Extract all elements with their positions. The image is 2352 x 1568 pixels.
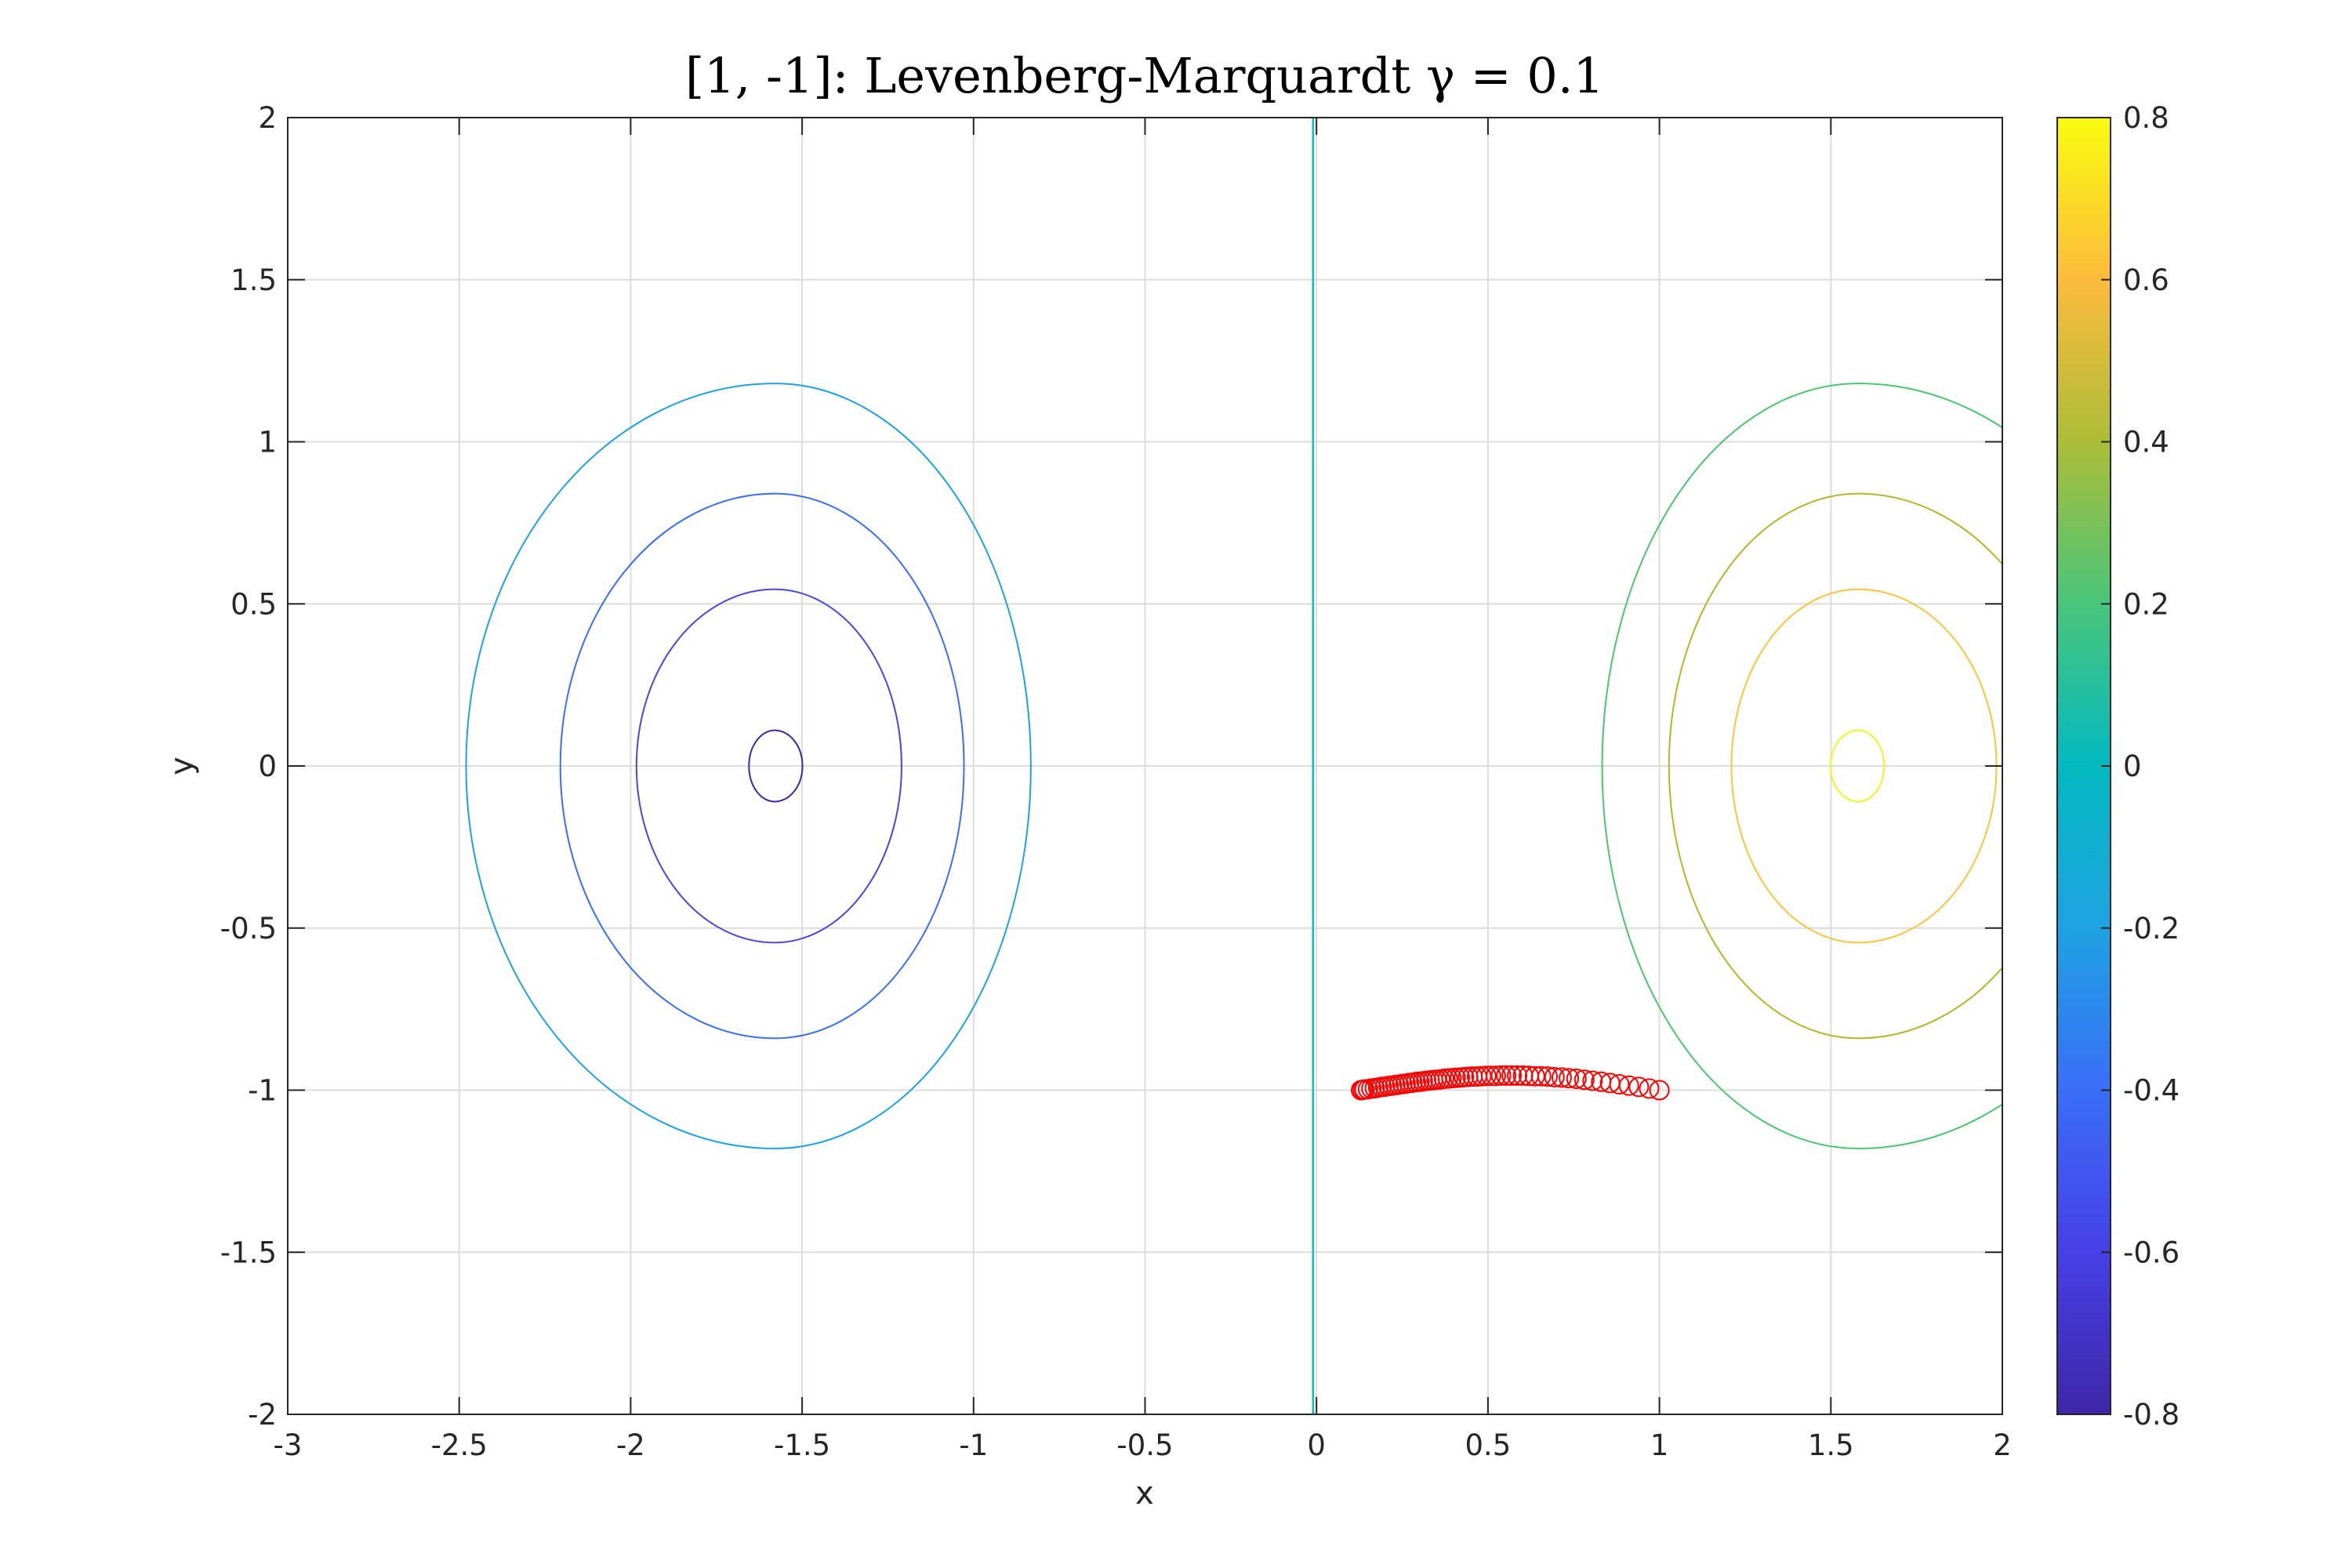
trajectory-point: [1599, 1073, 1621, 1094]
y-tick-label: 0: [258, 750, 277, 783]
contour-level-neg0_4: [559, 492, 965, 1040]
x-tick-label: 1.5: [1808, 1428, 1854, 1462]
contour-level-neg0_8: [748, 729, 804, 803]
trajectory-point: [1582, 1070, 1603, 1091]
y-tick-label: -1.5: [220, 1236, 277, 1269]
axis-ticks: [287, 117, 2003, 1415]
contour-level-neg0_6: [635, 588, 902, 944]
colorbar: -0.8 -0.6 -0.4 -0.2 0 0.2 0.4 0.6 0.8: [2056, 101, 2180, 1432]
trajectory-markers: [1351, 1065, 1670, 1101]
colorbar-tick-label: 0.8: [2123, 101, 2169, 135]
y-tick-label: -2: [248, 1398, 277, 1432]
contour-level-neg0_2: [465, 383, 1032, 1149]
trajectory-point: [1559, 1068, 1580, 1089]
colorbar-ticks: -0.8 -0.6 -0.4 -0.2 0 0.2 0.4 0.6 0.8: [2101, 101, 2180, 1432]
trajectory-point: [1551, 1067, 1572, 1088]
x-tick-label: 0.5: [1465, 1428, 1511, 1462]
y-tick-label: -1: [248, 1074, 277, 1108]
contour-level-0_4: [1668, 492, 2002, 1040]
colorbar-tick-label: -0.8: [2123, 1398, 2180, 1432]
x-axis-label: x: [1135, 1475, 1154, 1512]
trajectory-point: [1507, 1065, 1528, 1086]
y-tick-label: 2: [258, 101, 277, 135]
y-axis-label: y: [164, 757, 200, 775]
colorbar-tick-label: 0: [2123, 750, 2142, 783]
colorbar-tick-label: -0.6: [2123, 1236, 2180, 1269]
colorbar-tick-label: 0.4: [2123, 426, 2169, 459]
trajectory-point: [1351, 1080, 1372, 1101]
y-tick-label: -0.5: [220, 912, 277, 946]
x-tick-label: 2: [1993, 1428, 2012, 1462]
trajectory-point: [1628, 1076, 1650, 1098]
contour-level-0_2: [1601, 383, 2002, 1149]
colorbar-tick-label: -0.4: [2123, 1074, 2180, 1108]
colorbar-tick-label: 0.2: [2123, 587, 2169, 621]
axes-box: [287, 117, 2003, 1415]
x-tick-label: -1: [959, 1428, 988, 1462]
trajectory-point: [1566, 1069, 1587, 1090]
tick-labels: -3 -2.5 -2 -1.5 -1 -0.5 0 0.5 1 1.5 2 -2 -1.5 -1 -0.5 0…: [220, 101, 2012, 1462]
trajectory-point: [1573, 1069, 1595, 1091]
y-tick-label: 0.5: [230, 587, 277, 621]
colorbar-tick-label: -0.2: [2123, 912, 2180, 946]
contour-level-0_6: [1730, 588, 1998, 944]
chart-title: [1, -1]: Levenberg-Marquardt γ = 0.1: [685, 47, 1604, 104]
x-tick-label: 0: [1307, 1428, 1326, 1462]
colorbar-tick-label: 0.6: [2123, 263, 2169, 297]
trajectory-point: [1512, 1065, 1534, 1086]
x-tick-label: 1: [1650, 1428, 1669, 1462]
x-tick-label: -3: [274, 1428, 303, 1462]
trajectory-point: [1496, 1065, 1517, 1086]
trajectory-point: [1649, 1080, 1670, 1101]
trajectory-point: [1501, 1065, 1523, 1086]
contour-lines: [465, 118, 2002, 1414]
x-tick-label: -2: [616, 1428, 645, 1462]
trajectory-point: [1639, 1078, 1660, 1099]
contour-level-0_8: [1830, 729, 1885, 803]
x-tick-label: -1.5: [774, 1428, 830, 1462]
trajectory-point: [1591, 1071, 1612, 1092]
trajectory-point: [1466, 1066, 1487, 1087]
y-tick-label: 1.5: [230, 263, 277, 297]
y-tick-label: 1: [258, 426, 277, 459]
trajectory-point: [1524, 1065, 1545, 1087]
trajectory-point: [1518, 1065, 1539, 1087]
x-tick-label: -2.5: [431, 1428, 488, 1462]
x-tick-label: -0.5: [1116, 1428, 1173, 1462]
